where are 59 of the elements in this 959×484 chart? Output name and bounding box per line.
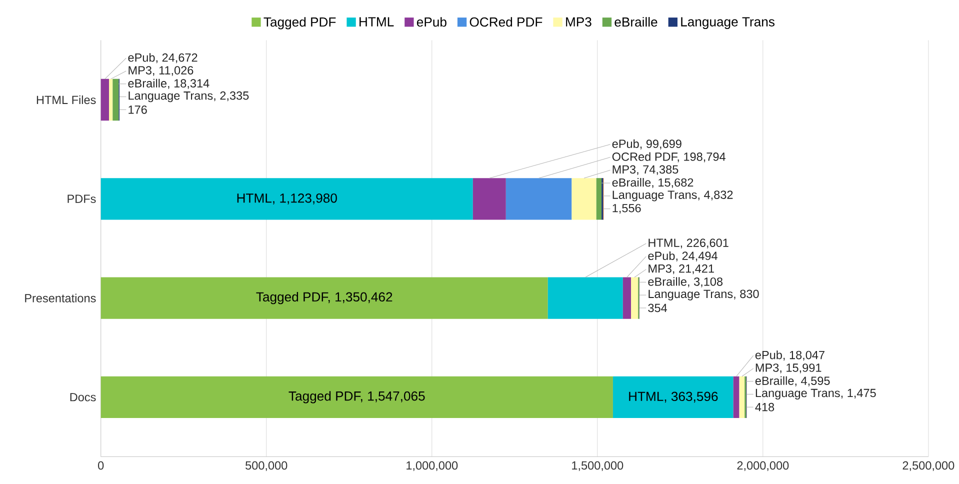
bar [739,376,745,418]
x-tick-label: 1,500,000 [572,461,624,471]
legend-label: Language Trans [681,17,774,29]
data-label: ePub, 99,699 [612,139,682,150]
data-label: eBraille, 3,108 [648,277,723,288]
bar [112,78,119,120]
x-tick-label: 0 [98,461,104,470]
bar [100,376,613,418]
legend-label: MP3 [566,17,592,26]
bar [109,78,113,120]
data-label: eBraille, 15,682 [612,178,694,188]
bar [506,178,572,220]
data-label: HTML, 1,123,980 [237,193,337,204]
legend-label: eBraille [614,16,658,27]
x-tick-label: 2,500,000 [902,461,954,471]
bar [631,277,638,319]
data-label: Language Trans, 830 [648,290,759,300]
data-label: ePub, 24,494 [648,251,718,262]
bar [100,178,473,220]
bar [548,277,623,319]
legend-label: HTML [360,17,394,26]
data-label: HTML, 226,601 [648,238,728,248]
y-tick-label: HTML Files [36,95,96,104]
bar [100,78,109,120]
legend-label: ePub [416,16,446,27]
legend-label: OCRed PDF [470,16,542,27]
bar [622,277,632,319]
legend-label: Tagged PDF [264,16,336,30]
data-label: Language Trans, 2,335 [128,91,249,102]
bar [596,178,602,220]
y-tick-label: Docs [70,392,96,402]
data-label: Language Trans, 4,832 [612,190,733,202]
x-tick-label: 500,000 [246,461,288,471]
bar [100,277,548,319]
bar [572,178,596,220]
data-label: HTML, 363,596 [629,392,718,403]
x-tick-label: 2,000,000 [737,461,789,471]
bar [472,178,506,220]
data-label: 418 [755,402,774,412]
data-label: MP3, 11,026 [128,66,194,76]
data-label: 354 [648,304,668,312]
data-label: MP3, 21,421 [648,264,714,274]
data-label: eBraille, 4,595 [755,376,830,386]
data-label: MP3, 15,991 [756,363,822,374]
x-tick-label: 1,000,000 [406,461,458,471]
y-tick-label: PDFs [68,194,96,203]
data-label: Language Trans, 1,475 [756,388,876,400]
data-label: eBraille, 18,314 [128,78,210,89]
y-tick-label: Presentations [25,294,96,302]
data-label: MP3, 74,385 [612,165,678,175]
data-label: ePub, 18,047 [755,350,824,360]
data-label: ePub, 24,672 [128,53,198,64]
data-label: 176 [128,105,147,114]
data-label: OCRed PDF, 198,794 [612,152,726,162]
data-label: Tagged PDF, 1,547,065 [288,391,425,404]
data-label: Tagged PDF, 1,350,462 [256,292,392,304]
bar [733,376,740,418]
data-label: 1,556 [612,204,641,214]
bar [612,376,734,418]
